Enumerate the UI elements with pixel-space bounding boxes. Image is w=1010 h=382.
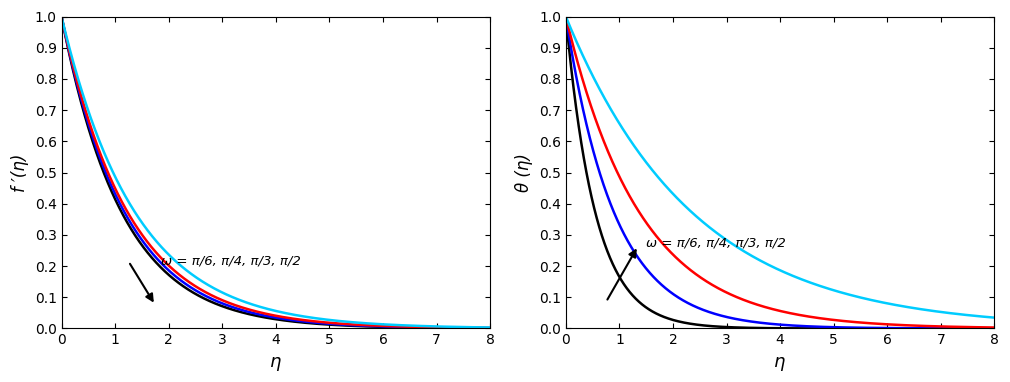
X-axis label: η: η: [775, 353, 786, 371]
Y-axis label: θ (η): θ (η): [515, 153, 533, 192]
X-axis label: η: η: [270, 353, 282, 371]
Text: ω = π/6, π/4, π/3, π/2: ω = π/6, π/4, π/3, π/2: [161, 255, 300, 268]
Text: ω = π/6, π/4, π/3, π/2: ω = π/6, π/4, π/3, π/2: [646, 236, 786, 249]
Y-axis label: f ′(η): f ′(η): [11, 153, 29, 192]
